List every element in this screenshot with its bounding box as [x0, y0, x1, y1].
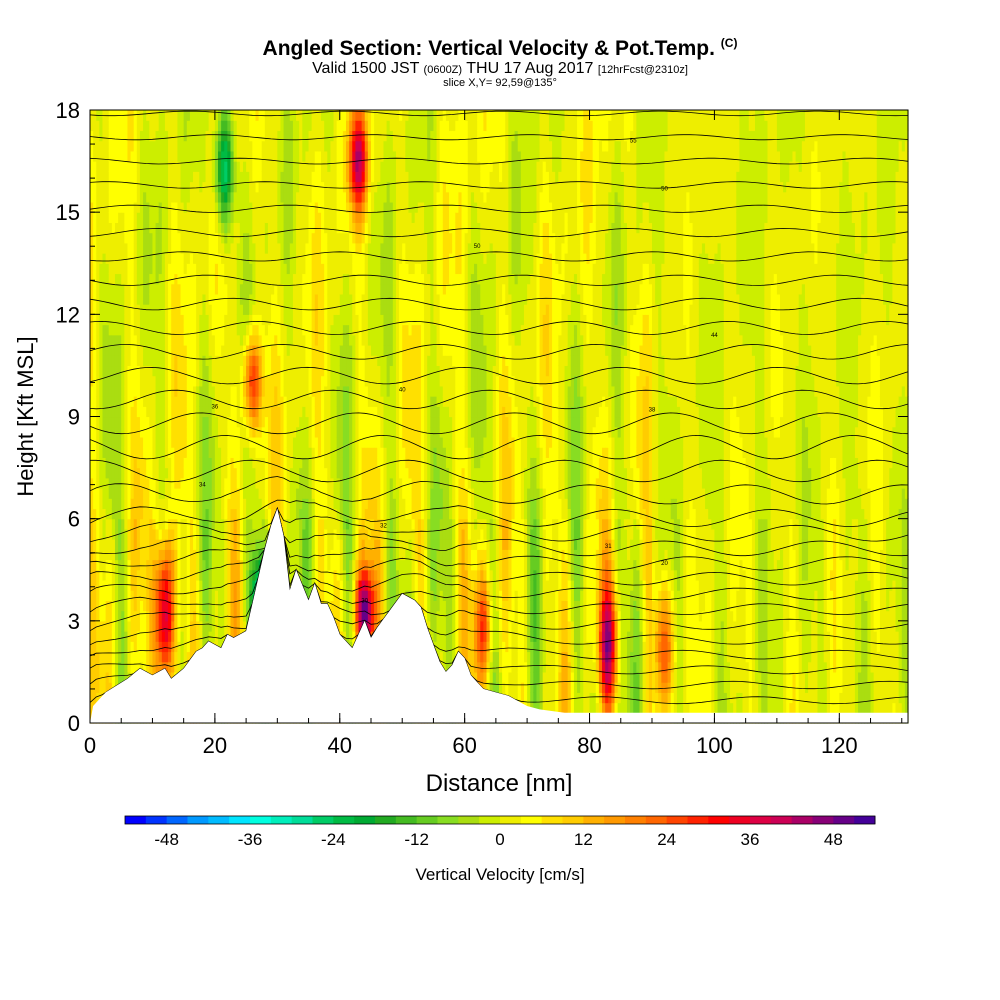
x-tick-label: 0 [84, 733, 96, 758]
colorbar-swatch [375, 816, 396, 824]
x-tick-label: 120 [821, 733, 858, 758]
colorbar-swatch [604, 816, 625, 824]
colorbar-swatch [479, 816, 500, 824]
colorbar-swatch [313, 816, 334, 824]
colorbar-tick-label: -48 [154, 830, 179, 849]
y-tick-label: 6 [68, 507, 80, 532]
colorbar-swatch [333, 816, 354, 824]
colorbar-swatch [188, 816, 209, 824]
contour-label: 44 [711, 333, 718, 339]
colorbar-label: Vertical Velocity [cm/s] [415, 865, 584, 884]
colorbar-tick-label: 24 [657, 830, 676, 849]
contour-label: 40 [399, 387, 406, 393]
contour-label: 30 [361, 598, 368, 604]
contour-label: 34 [199, 483, 206, 489]
contour-label: 32 [380, 523, 387, 529]
colorbar-swatch [125, 816, 146, 824]
colorbar-swatch [271, 816, 292, 824]
contour-label: 50 [661, 186, 668, 192]
colorbar-swatch [354, 816, 375, 824]
colorbar-swatch [792, 816, 813, 824]
y-tick-label: 0 [68, 711, 80, 736]
colorbar-tick-label: -24 [321, 830, 346, 849]
colorbar-swatch [250, 816, 271, 824]
colorbar-swatch [833, 816, 854, 824]
contour-label: 55 [630, 139, 637, 145]
colorbar-swatch [583, 816, 604, 824]
colorbar-tick-label: 48 [824, 830, 843, 849]
colorbar-tick-label: 12 [574, 830, 593, 849]
colorbar-tick-label: -12 [404, 830, 429, 849]
colorbar-swatch [708, 816, 729, 824]
x-tick-label: 80 [577, 733, 601, 758]
y-tick-label: 12 [56, 302, 80, 327]
colorbar-swatch [771, 816, 792, 824]
colorbar-tick-label: -36 [238, 830, 263, 849]
y-tick-label: 18 [56, 98, 80, 123]
colorbar-tick-label: 0 [495, 830, 504, 849]
contour-label: 50 [474, 244, 481, 250]
x-tick-label: 60 [452, 733, 476, 758]
colorbar-swatch [208, 816, 229, 824]
colorbar-swatch [500, 816, 521, 824]
y-axis-label: Height [Kft MSL] [13, 336, 38, 496]
colorbar-swatch [729, 816, 750, 824]
colorbar-swatch [750, 816, 771, 824]
colorbar-swatch [292, 816, 313, 824]
colorbar-swatch [688, 816, 709, 824]
colorbar-swatch [458, 816, 479, 824]
y-tick-label: 9 [68, 405, 80, 430]
x-tick-label: 40 [328, 733, 352, 758]
colorbar-swatch [521, 816, 542, 824]
contour-label: 38 [649, 408, 656, 414]
colorbar-swatch [542, 816, 563, 824]
x-axis-label: Distance [nm] [426, 770, 573, 797]
colorbar-swatch [396, 816, 417, 824]
colorbar-swatch [438, 816, 459, 824]
y-tick-label: 3 [68, 609, 80, 634]
colorbar-swatch [646, 816, 667, 824]
x-tick-label: 100 [696, 733, 733, 758]
plot-area: 50 40 36 34 32 30 31 20 38 44 55 50 [90, 110, 909, 724]
colorbar-swatch [167, 816, 188, 824]
y-tick-label: 15 [56, 200, 80, 225]
colorbar-tick-label: 36 [741, 830, 760, 849]
contour-label: 36 [212, 404, 219, 410]
colorbar-swatch [854, 816, 875, 824]
contour-label: 31 [605, 544, 612, 550]
colorbar-swatch [813, 816, 834, 824]
colorbar-swatch [625, 816, 646, 824]
colorbar-swatch [146, 816, 167, 824]
colorbar-swatch [229, 816, 250, 824]
colorbar: -48 -36 -24 -12 0 12 24 36 48 Vertical Velocity [… [125, 816, 876, 884]
contour-label: 20 [661, 561, 668, 567]
x-tick-label: 20 [203, 733, 227, 758]
colorbar-swatch [563, 816, 584, 824]
colorbar-swatch [667, 816, 688, 824]
colorbar-swatch [417, 816, 438, 824]
